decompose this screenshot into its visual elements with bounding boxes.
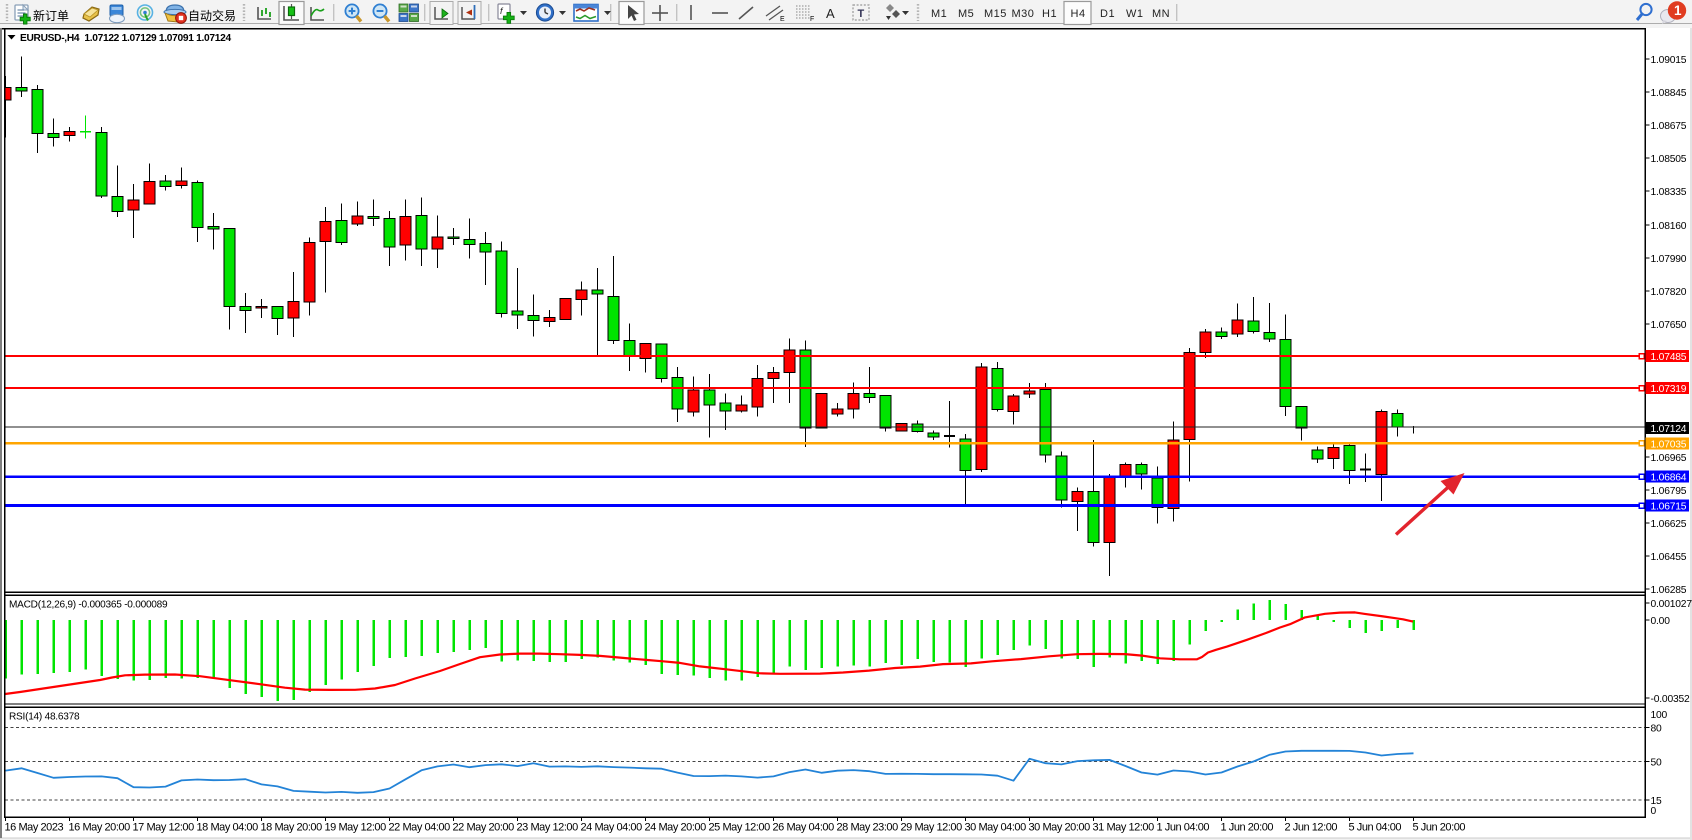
svg-text:18 May 04:00: 18 May 04:00	[197, 822, 259, 834]
svg-text:5 Jun 04:00: 5 Jun 04:00	[1349, 822, 1402, 834]
svg-text:0.00: 0.00	[1651, 616, 1671, 627]
svg-text:E: E	[780, 16, 785, 23]
svg-text:22 May 20:00: 22 May 20:00	[453, 822, 515, 834]
svg-text:23 May 12:00: 23 May 12:00	[517, 822, 579, 834]
svg-text:-0.00352: -0.00352	[1651, 694, 1691, 705]
svg-text:1: 1	[1674, 3, 1682, 18]
svg-text:F: F	[810, 16, 814, 23]
svg-text:1.09015: 1.09015	[1651, 55, 1687, 66]
svg-text:19 May 12:00: 19 May 12:00	[325, 822, 387, 834]
svg-text:80: 80	[1651, 724, 1663, 735]
svg-text:24 May 20:00: 24 May 20:00	[645, 822, 707, 834]
svg-text:1.07124: 1.07124	[1651, 424, 1687, 435]
svg-text:18 May 20:00: 18 May 20:00	[261, 822, 323, 834]
svg-text:1.08160: 1.08160	[1651, 221, 1687, 232]
svg-text:0: 0	[1651, 806, 1657, 817]
svg-text:22 May 04:00: 22 May 04:00	[389, 822, 451, 834]
svg-text:1.08335: 1.08335	[1651, 187, 1687, 198]
svg-text:1.06795: 1.06795	[1651, 486, 1687, 497]
svg-text:1.07990: 1.07990	[1651, 254, 1687, 265]
svg-text:1.06455: 1.06455	[1651, 552, 1687, 563]
svg-text:1 Jun 04:00: 1 Jun 04:00	[1157, 822, 1210, 834]
svg-text:1.06965: 1.06965	[1651, 453, 1687, 464]
svg-text:26 May 04:00: 26 May 04:00	[773, 822, 835, 834]
svg-text:24 May 04:00: 24 May 04:00	[581, 822, 643, 834]
svg-text:RSI(14) 48.6378: RSI(14) 48.6378	[9, 712, 80, 723]
svg-text:16 May 20:00: 16 May 20:00	[69, 822, 131, 834]
svg-text:1.06285: 1.06285	[1651, 585, 1687, 596]
svg-text:15: 15	[1651, 796, 1663, 807]
svg-text:30 May 20:00: 30 May 20:00	[1029, 822, 1091, 834]
svg-text:1.06864: 1.06864	[1651, 473, 1687, 484]
svg-text:1.08505: 1.08505	[1651, 154, 1687, 165]
svg-text:16 May 2023: 16 May 2023	[5, 822, 64, 834]
svg-text:1.06715: 1.06715	[1651, 502, 1687, 513]
svg-text:1.06625: 1.06625	[1651, 519, 1687, 530]
svg-text:29 May 12:00: 29 May 12:00	[901, 822, 963, 834]
svg-text:f: f	[500, 6, 504, 16]
svg-text:MACD(12,26,9) -0.000365 -0.000: MACD(12,26,9) -0.000365 -0.000089	[9, 600, 168, 611]
svg-text:1.07319: 1.07319	[1651, 384, 1687, 395]
svg-text:2 Jun 12:00: 2 Jun 12:00	[1285, 822, 1338, 834]
svg-text:1 Jun 20:00: 1 Jun 20:00	[1221, 822, 1274, 834]
svg-text:5 Jun 20:00: 5 Jun 20:00	[1413, 822, 1466, 834]
svg-text:1.08675: 1.08675	[1651, 121, 1687, 132]
svg-text:1.07650: 1.07650	[1651, 320, 1687, 331]
svg-text:EURUSD-,H4 1.07122 1.07129 1.: EURUSD-,H4 1.07122 1.07129 1.07091 1.071…	[20, 33, 231, 44]
svg-text:T: T	[858, 8, 865, 20]
svg-text:0.001027: 0.001027	[1651, 599, 1692, 610]
svg-text:1.07035: 1.07035	[1651, 439, 1687, 450]
svg-text:17 May 12:00: 17 May 12:00	[133, 822, 195, 834]
svg-text:100: 100	[1651, 710, 1668, 721]
svg-text:31 May 12:00: 31 May 12:00	[1093, 822, 1155, 834]
svg-text:50: 50	[1651, 758, 1663, 769]
svg-text:1.07485: 1.07485	[1651, 352, 1687, 363]
svg-text:30 May 04:00: 30 May 04:00	[965, 822, 1027, 834]
svg-text:1.07820: 1.07820	[1651, 287, 1687, 298]
svg-text:1.08845: 1.08845	[1651, 88, 1687, 99]
svg-text:28 May 23:00: 28 May 23:00	[837, 822, 899, 834]
svg-text:A: A	[826, 6, 835, 21]
svg-text:25 May 12:00: 25 May 12:00	[709, 822, 771, 834]
